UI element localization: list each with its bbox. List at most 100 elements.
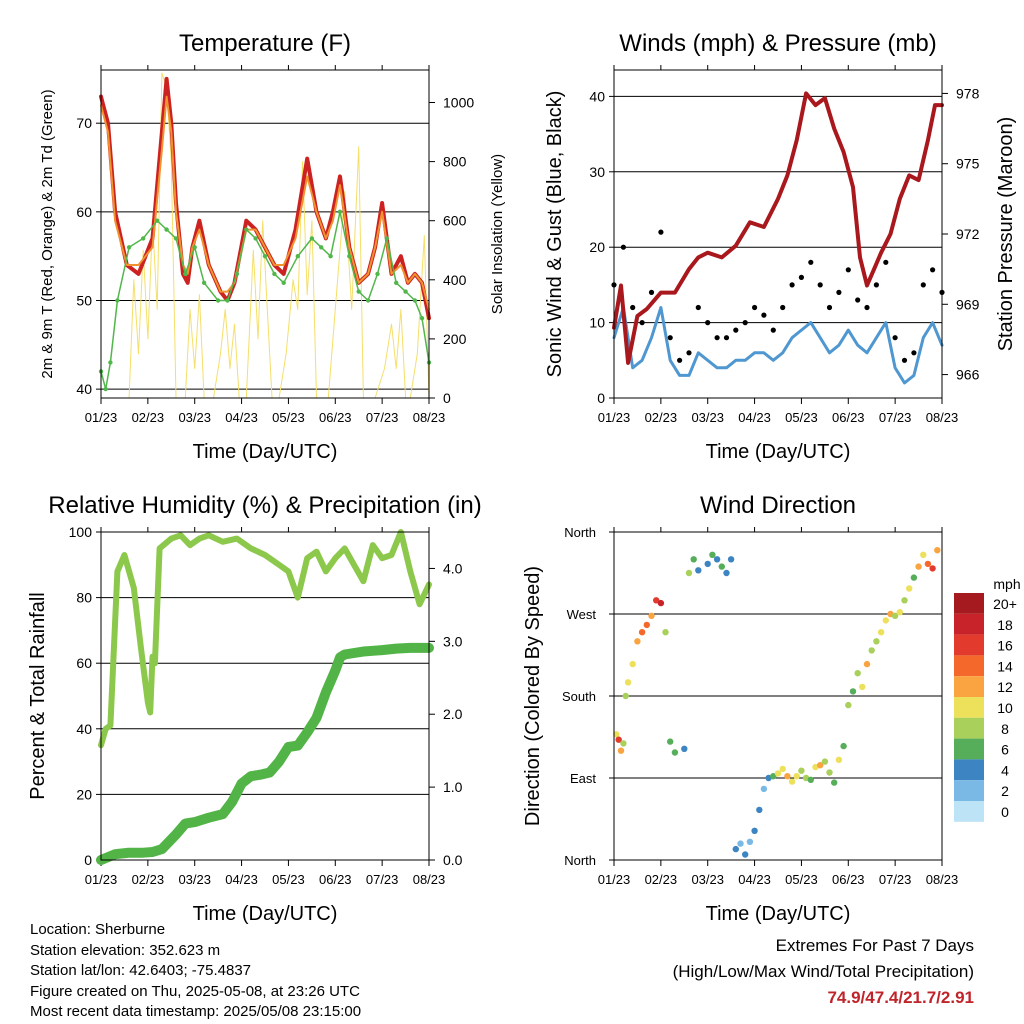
x-tick-label-0-0: 01/23 (85, 410, 118, 425)
y-tick-label-2-2: 40 (76, 721, 92, 737)
wind-direction-point (667, 738, 674, 745)
y-tick-label-1-3: 30 (589, 164, 605, 180)
wind-direction-point (751, 827, 758, 834)
wind-direction-point (873, 638, 880, 645)
x-tick-label-2-3: 04/23 (225, 872, 258, 887)
series-dewpoint-line (100, 211, 430, 390)
wind-direction-point (746, 838, 754, 845)
wind-direction-point (648, 612, 655, 619)
x-tick-label-1-6: 07/23 (879, 410, 912, 425)
x-tick-label-2-7: 08/23 (413, 872, 446, 887)
series-gust-point (714, 335, 720, 341)
chart-title-1: Winds (mph) & Pressure (mb) (619, 30, 936, 57)
y2-tick-label-2-3: 3.0 (443, 633, 463, 649)
y-tick-label-0-1: 50 (76, 292, 92, 308)
wind-direction-point (906, 585, 913, 592)
legend-swatch-1 (954, 613, 984, 635)
legend-label-1: 18 (997, 617, 1013, 633)
series-gust-point (780, 304, 786, 311)
y2-tick-label-1-0: 966 (956, 367, 980, 383)
y-tick-label-2-5: 100 (69, 524, 93, 540)
y2-tick-label-0-5: 1000 (443, 95, 474, 111)
series-gust-point (770, 327, 776, 333)
info-created: Figure created on Thu, 2025-05-08, at 23… (30, 982, 360, 1000)
legend-swatch-2 (954, 634, 984, 656)
x-tick-label-1-7: 08/23 (926, 410, 959, 425)
wind-direction-point (662, 629, 669, 636)
x-tick-label-0-4: 05/23 (272, 410, 305, 425)
plot-frame-0 (100, 69, 430, 399)
wind-direction-point (924, 560, 932, 568)
x-tick-label-0-6: 07/23 (366, 410, 399, 425)
wind-direction-point (817, 762, 824, 769)
plot-frame-1 (613, 69, 943, 399)
wind-direction-point (620, 740, 627, 747)
info-location: Location: Sherburne (30, 921, 166, 938)
series-wind-line (612, 306, 944, 385)
x-tick-label-2-5: 06/23 (319, 872, 352, 887)
y-axis-label-2: Percent & Total Rainfall (27, 592, 49, 800)
chart-title-3: Wind Direction (700, 492, 856, 519)
y-tick-label-1-0: 0 (597, 390, 605, 406)
wind-direction-point (882, 617, 889, 624)
wind-direction-point (901, 597, 908, 604)
chart-title-2: Relative Humidity (%) & Precipitation (i… (48, 492, 481, 519)
wind-direction-points (613, 547, 941, 858)
x-tick-label-3-4: 05/23 (785, 872, 818, 887)
wind-direction-point (779, 765, 786, 773)
x-tick-label-1-3: 04/23 (738, 410, 771, 425)
series-gust-point (901, 357, 908, 363)
x-tick-label-0-3: 04/23 (225, 410, 258, 425)
wind-direction-point (849, 688, 857, 695)
series-gust-point (864, 304, 870, 311)
y2-tick-label-2-1: 1.0 (443, 779, 463, 795)
legend-label-5: 10 (997, 700, 1013, 716)
wind-direction-point (671, 749, 679, 756)
wind-direction-point (737, 840, 744, 847)
y2-tick-label-0-2: 400 (443, 272, 467, 288)
wind-direction-point (695, 567, 702, 574)
series-gust-point (873, 282, 880, 288)
wind-direction-point (934, 547, 941, 554)
wind-direction-point (915, 563, 922, 570)
wind-direction-point (681, 745, 688, 752)
legend-swatch-5 (954, 697, 984, 718)
extremes-subtitle: (High/Low/Max Wind/Total Precipitation) (672, 962, 974, 981)
series-gust-point (826, 304, 833, 311)
x-axis-label-1: Time (Day/UTC) (706, 441, 851, 463)
x-tick-label-3-6: 07/23 (879, 872, 912, 887)
wind-direction-point (854, 670, 861, 677)
legend-label-8: 4 (1001, 762, 1009, 778)
y-tick-label-3-3: West (567, 607, 597, 622)
wind-direction-point (727, 556, 735, 563)
y-tick-label-1-1: 10 (589, 315, 605, 331)
series-gust-point (789, 282, 795, 288)
legend-label-0: 20+ (993, 596, 1017, 612)
wind-direction-point (910, 574, 918, 581)
y-tick-label-0-3: 70 (76, 115, 92, 131)
y2-tick-label-0-3: 600 (443, 213, 467, 229)
y-axis-label-3: Direction (Colored By Speed) (522, 566, 544, 826)
wind-direction-point (685, 569, 693, 577)
x-tick-label-1-4: 05/23 (785, 410, 818, 425)
x-tick-label-3-2: 03/23 (691, 872, 724, 887)
series-gust-point (620, 244, 627, 250)
wind-direction-point (831, 779, 838, 786)
x-tick-label-3-5: 06/23 (832, 872, 865, 887)
series-gust-point (798, 274, 805, 280)
legend-swatch-8 (954, 759, 984, 781)
wind-direction-point (793, 773, 800, 780)
series-precip-line (96, 642, 434, 865)
wind-direction-point (863, 660, 871, 668)
wind-direction-point (770, 773, 777, 780)
series-gust-point (817, 282, 823, 288)
wind-direction-point (896, 609, 903, 616)
legend-label-9: 2 (1001, 783, 1009, 799)
legend-swatch-0 (954, 593, 984, 614)
series-gust-point (705, 320, 711, 326)
series-gust-point (667, 335, 673, 341)
legend-swatch-9 (954, 780, 984, 801)
y2-tick-label-2-2: 2.0 (443, 706, 463, 722)
wind-direction-point (742, 851, 749, 858)
wind-direction-point (920, 551, 927, 558)
